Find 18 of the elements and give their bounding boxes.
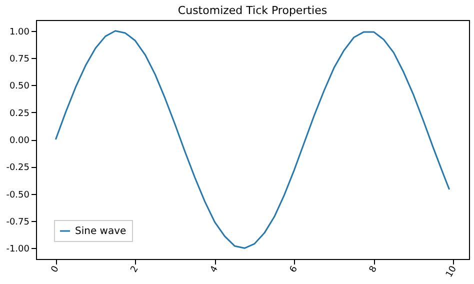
y-tick-label: -1.00 [6,244,30,255]
x-tick-label: 10 [444,264,460,280]
legend-label: Sine wave [75,226,126,237]
x-tick-label: 4 [208,264,221,274]
y-tick-label: 0.00 [9,136,30,146]
x-tick-label: 2 [129,264,141,274]
line-series [54,30,450,249]
x-tick-label: 8 [368,264,380,274]
y-tick-label: 0.25 [9,108,30,119]
y-tick-label: 0.50 [9,82,30,92]
x-tick-label: 6 [288,264,300,274]
y-tick-label: 0.75 [9,54,30,65]
y-tick-label: -0.50 [6,190,30,200]
y-tick-label: -0.75 [6,217,30,228]
y-tick-label: -0.25 [6,163,30,174]
chart-title: Customized Tick Properties [178,4,328,17]
x-tick-label: 0 [50,264,62,274]
y-tick-label: 1.00 [9,27,30,38]
